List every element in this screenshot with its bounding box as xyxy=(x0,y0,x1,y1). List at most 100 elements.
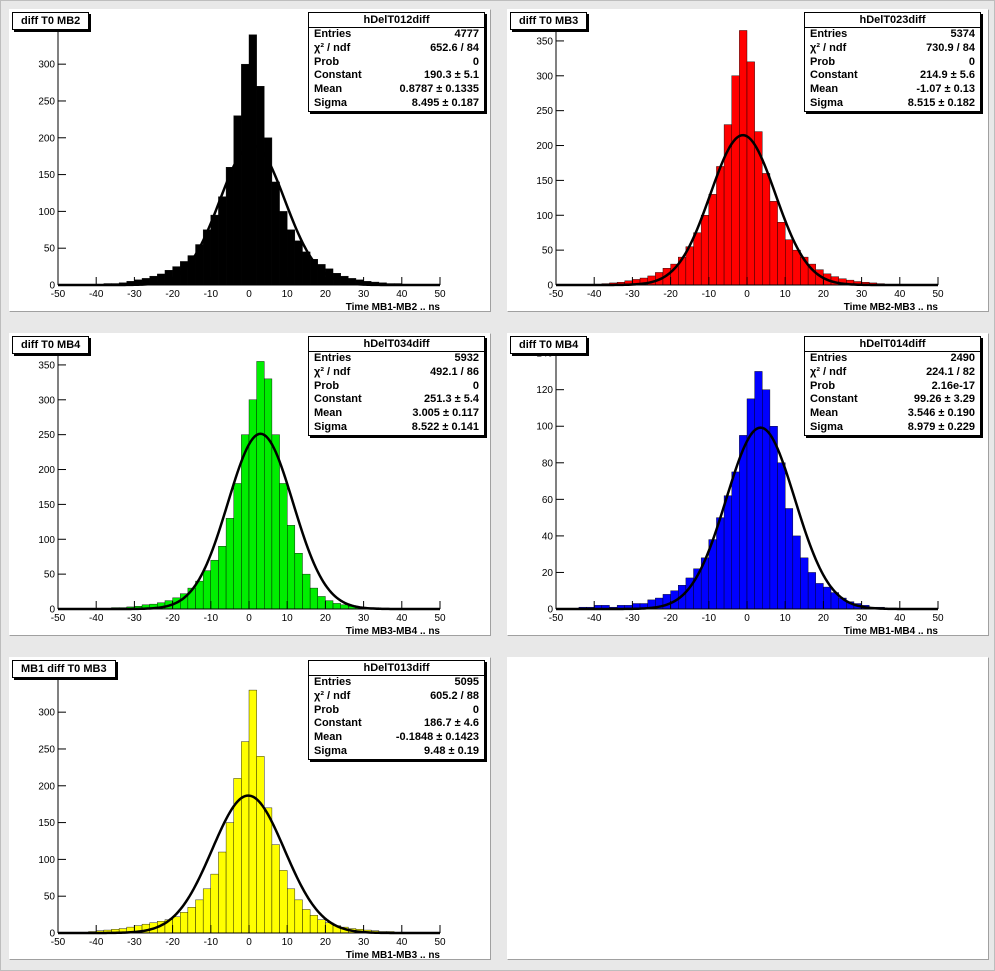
stats-value: 8.495 ± 0.187 xyxy=(411,96,479,109)
stats-row: Sigma 8.522 ± 0.141 xyxy=(309,421,484,435)
stats-label: Mean xyxy=(314,731,343,744)
stats-row: Mean 3.005 ± 0.117 xyxy=(309,407,484,421)
histogram-bar xyxy=(294,553,303,610)
y-tick-label: 0 xyxy=(547,281,553,292)
histogram-bar xyxy=(325,600,334,610)
histogram-bar xyxy=(785,508,794,610)
x-tick-label: 50 xyxy=(932,289,944,300)
stats-name: hDelT023diff xyxy=(805,13,980,28)
histogram-bar xyxy=(754,371,763,610)
histogram-bar xyxy=(332,603,341,610)
histogram-bar xyxy=(279,483,288,610)
stats-label: Constant xyxy=(314,717,362,730)
stats-label: χ² / ndf xyxy=(810,41,847,54)
stats-row: Sigma 9.48 ± 0.19 xyxy=(309,745,484,759)
x-tick-label: -30 xyxy=(127,937,142,948)
stats-row: Entries 4777 xyxy=(309,28,484,42)
y-tick-label: 100 xyxy=(38,855,55,866)
stats-label: Entries xyxy=(810,352,848,364)
x-tick-label: 30 xyxy=(358,289,370,300)
histogram-bar xyxy=(340,604,349,610)
x-tick-label: -30 xyxy=(127,289,142,300)
x-tick-label: -30 xyxy=(625,289,640,300)
stats-value: 492.1 / 86 xyxy=(430,365,479,378)
x-tick-label: 0 xyxy=(744,613,750,624)
x-tick-label: -40 xyxy=(89,937,104,948)
stats-value: 8.522 ± 0.141 xyxy=(411,420,479,433)
stats-row: χ² / ndf 605.2 / 88 xyxy=(309,690,484,704)
y-tick-label: 200 xyxy=(38,781,55,792)
histogram-bar xyxy=(202,570,212,610)
stats-value: -1.07 ± 0.13 xyxy=(916,83,975,96)
histogram-bar xyxy=(225,167,234,286)
x-tick-label: -20 xyxy=(663,613,678,624)
x-tick-label: 20 xyxy=(320,613,332,624)
stats-label: χ² / ndf xyxy=(314,365,351,378)
histogram-bar xyxy=(241,741,250,934)
histogram-bar xyxy=(662,594,671,610)
histogram-bar xyxy=(233,115,242,286)
histogram-bar xyxy=(248,34,257,286)
histogram-bar xyxy=(739,30,748,286)
histogram-bar xyxy=(294,240,303,286)
stats-row: Prob 0 xyxy=(805,56,980,70)
y-tick-label: 100 xyxy=(536,211,553,222)
stats-name: hDelT013diff xyxy=(309,661,484,676)
stats-row: Constant 214.9 ± 5.6 xyxy=(805,69,980,83)
stats-row: Entries 2490 xyxy=(805,352,980,366)
x-tick-label: 10 xyxy=(780,613,792,624)
stats-box-4: hDelT014diff Entries 2490 χ² / ndf 224.1 /… xyxy=(804,336,981,436)
x-tick-label: 10 xyxy=(282,289,294,300)
x-tick-label: -50 xyxy=(51,613,66,624)
histogram-bar xyxy=(218,196,227,286)
x-tick-label: -20 xyxy=(165,613,180,624)
x-tick-label: -40 xyxy=(587,289,602,300)
stats-label: Mean xyxy=(314,83,343,96)
histogram-bar xyxy=(746,61,755,286)
histogram-bar xyxy=(823,586,832,610)
stats-row: Sigma 8.495 ± 0.187 xyxy=(309,97,484,111)
x-tick-label: -10 xyxy=(702,289,717,300)
x-tick-label: 30 xyxy=(358,613,370,624)
stats-value: 0 xyxy=(472,703,479,716)
stats-box-1: hDelT012diff Entries 4777 χ² / ndf 652.6 /… xyxy=(308,12,485,112)
stats-value: 3.005 ± 0.117 xyxy=(412,407,479,420)
histogram-bar xyxy=(762,389,771,610)
stats-name: hDelT034diff xyxy=(309,337,484,352)
stats-label: Sigma xyxy=(314,744,348,757)
histogram-bar xyxy=(777,222,786,286)
pad-2: 0 50 100 150 200 250 300 350 -50 -40 -30 -20 -10 0 10 2… xyxy=(507,9,989,313)
y-tick-label: 300 xyxy=(536,71,553,82)
x-tick-label: 0 xyxy=(744,289,750,300)
y-tick-label: 0 xyxy=(49,281,55,292)
y-tick-label: 250 xyxy=(38,430,55,441)
stats-row: Mean 0.8787 ± 0.1335 xyxy=(309,83,484,97)
x-tick-label: -40 xyxy=(587,613,602,624)
stats-value: 0 xyxy=(968,55,975,68)
pad-5: 050100150200250300350-50-40-30-20-100102… xyxy=(9,657,491,961)
stats-label: Mean xyxy=(810,407,839,420)
histogram-bar xyxy=(180,912,189,934)
histogram-bar xyxy=(256,756,265,934)
histogram-bar xyxy=(716,517,725,610)
x-tick-label: 30 xyxy=(856,289,868,300)
stats-value: 224.1 / 82 xyxy=(926,365,975,378)
y-tick-label: 100 xyxy=(536,422,553,433)
x-tick-label: -40 xyxy=(89,613,104,624)
stats-row: Constant 190.3 ± 5.1 xyxy=(309,69,484,83)
y-tick-label: 120 xyxy=(536,385,553,396)
histogram-bar xyxy=(210,214,219,286)
x-tick-label: -10 xyxy=(702,613,717,624)
y-tick-label: 50 xyxy=(44,570,56,581)
stats-row: Constant 251.3 ± 5.4 xyxy=(309,393,484,407)
histogram-bar xyxy=(769,201,778,286)
y-tick-label: 100 xyxy=(38,535,55,546)
stats-label: Entries xyxy=(314,28,352,40)
pad-3: 0 50 100 150 200 250 300 350 -50 -40 -30 -20 -10 0 10 2… xyxy=(9,333,491,637)
y-tick-label: 250 xyxy=(536,106,553,117)
stats-row: Sigma 8.515 ± 0.182 xyxy=(805,97,980,111)
stats-row: Entries 5095 xyxy=(309,676,484,690)
histogram-bar xyxy=(210,873,219,934)
stats-label: Entries xyxy=(314,676,352,688)
stats-label: χ² / ndf xyxy=(314,689,351,702)
